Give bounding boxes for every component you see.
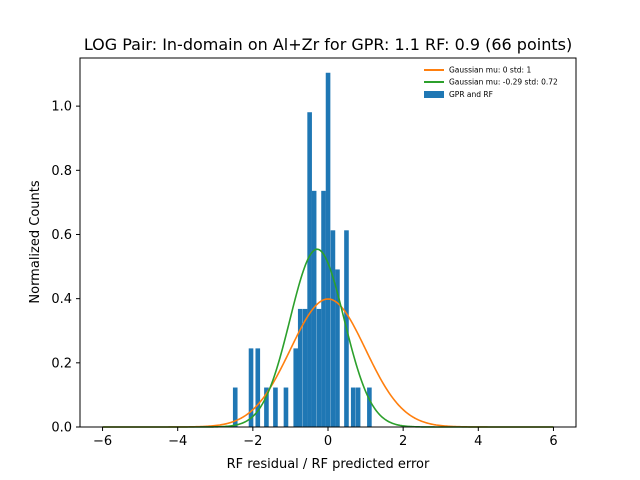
legend-label-gaussian-fit: Gaussian mu: -0.29 std: 0.72	[449, 78, 558, 87]
legend-swatch-histogram	[424, 91, 444, 98]
x-tick-label: 4	[474, 434, 482, 449]
histogram-bar	[283, 387, 289, 427]
histogram-bar	[321, 190, 326, 427]
x-tick-label: −2	[243, 434, 262, 449]
chart-title: LOG Pair: In-domain on Al+Zr for GPR: 1.…	[84, 35, 572, 54]
x-tick-label: −4	[168, 434, 187, 449]
histogram-bar	[255, 348, 261, 427]
legend-label-gaussian-standard: Gaussian mu: 0 std: 1	[449, 66, 531, 75]
histogram-bar	[330, 230, 336, 427]
x-axis-label: RF residual / RF predicted error	[227, 457, 430, 472]
histogram-bar	[273, 387, 278, 427]
x-tick-label: 6	[549, 434, 557, 449]
x-tick-label: 0	[324, 434, 332, 449]
y-tick-label: 0.0	[51, 421, 72, 436]
histogram-bar	[316, 308, 322, 427]
legend-label-histogram: GPR and RF	[449, 90, 493, 99]
y-tick-label: 1.0	[51, 100, 72, 115]
histogram-bar	[311, 190, 317, 427]
y-tick-label: 0.6	[51, 228, 72, 243]
histogram-bar	[232, 387, 238, 427]
histogram-bar	[302, 308, 308, 427]
histogram-bar	[325, 72, 331, 427]
y-tick-label: 0.8	[51, 164, 72, 179]
histogram-bar	[335, 269, 340, 427]
legend: Gaussian mu: 0 std: 1 Gaussian mu: -0.29…	[424, 66, 558, 99]
y-tick-label: 0.4	[51, 292, 72, 307]
histogram-bar	[297, 308, 303, 427]
histogram-bar	[264, 387, 269, 427]
x-tick-label: 2	[399, 434, 407, 449]
histogram-bar	[248, 348, 254, 427]
y-axis-ticks: 0.0 0.2 0.4 0.6 0.8 1.0	[51, 100, 80, 436]
histogram-bar	[367, 387, 372, 427]
y-axis-label: Normalized Counts	[28, 180, 43, 303]
x-axis-ticks: −6 −4 −2 0 2 4 6	[93, 427, 558, 449]
histogram-bar	[350, 387, 356, 427]
histogram-bar	[293, 348, 299, 427]
x-tick-label: −6	[93, 434, 112, 449]
y-tick-label: 0.2	[51, 356, 72, 371]
histogram-bar	[307, 112, 312, 427]
histogram-bar	[355, 387, 361, 427]
